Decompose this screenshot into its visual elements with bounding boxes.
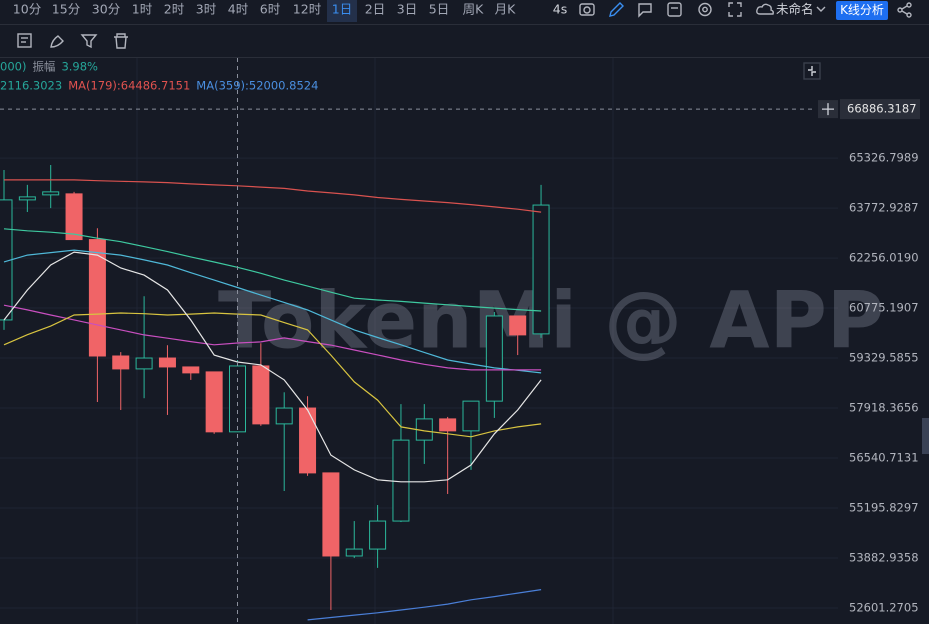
- ma-line: [3, 304, 542, 371]
- camera-button[interactable]: [579, 3, 595, 16]
- y-tick-label: 52601.2705: [849, 600, 919, 614]
- annotate-button[interactable]: [638, 3, 652, 18]
- candle-body: [205, 371, 223, 433]
- candle-body: [88, 239, 106, 357]
- y-tick-label: 65326.7989: [849, 151, 919, 165]
- interval-button[interactable]: 3时: [196, 2, 217, 17]
- candle-body: [158, 357, 176, 368]
- info-text: 3.98%: [61, 60, 98, 74]
- y-tick-label: 57918.3656: [849, 401, 919, 415]
- interval-button[interactable]: 1日: [332, 2, 352, 17]
- right-toolbar-icons: [579, 2, 912, 18]
- info-text: MA(179):64486.7151: [68, 79, 190, 93]
- interval-button[interactable]: 10分: [13, 2, 41, 17]
- side-handle[interactable]: [922, 418, 929, 454]
- crosshair-price: 66886.3187: [847, 102, 917, 116]
- watermark: TokenMi @ APP: [218, 276, 884, 366]
- ma-line: [3, 228, 542, 312]
- analysis-button[interactable]: K线分析: [840, 3, 884, 17]
- y-tick-label: 53882.9358: [849, 550, 919, 564]
- interval-button[interactable]: 周K: [463, 2, 485, 17]
- candle-body: [485, 315, 503, 402]
- filter-tool[interactable]: [80, 34, 98, 49]
- note-tool[interactable]: [17, 33, 32, 48]
- ma-line: [3, 249, 542, 374]
- plot-area: TokenMi @ APP 66886.3187: [0, 58, 920, 624]
- interval-button[interactable]: 30分: [92, 2, 120, 17]
- cloud-icon: [756, 3, 774, 15]
- layout-button[interactable]: [667, 2, 682, 17]
- interval-button[interactable]: 12时: [293, 2, 322, 17]
- info-text: 振幅: [32, 60, 55, 74]
- brush-tool[interactable]: [50, 35, 64, 48]
- interval-button[interactable]: 4时: [228, 2, 249, 17]
- candle-body: [275, 407, 293, 425]
- y-tick-label: 55195.8297: [849, 501, 919, 515]
- candle-body: [182, 366, 200, 374]
- candle-body: [439, 418, 457, 432]
- candle-body: [369, 520, 387, 550]
- fullscreen-button[interactable]: [728, 2, 742, 17]
- candle-body: [135, 357, 153, 370]
- interval-button[interactable]: 1时: [132, 2, 153, 17]
- candle-body: [42, 191, 60, 196]
- candle-body: [65, 193, 83, 241]
- info-text: 2116.3023: [0, 79, 62, 93]
- maximize-pane[interactable]: [803, 62, 821, 80]
- delete-tool[interactable]: [114, 33, 128, 49]
- layout-name[interactable]: 未命名: [776, 2, 814, 17]
- candle-body: [392, 439, 410, 522]
- interval-button[interactable]: 6时: [260, 2, 281, 17]
- y-tick-label: 63772.9287: [849, 201, 919, 215]
- candle-body: [532, 204, 550, 335]
- dropdown-chevron[interactable]: [816, 6, 826, 12]
- ma-line: [4, 179, 542, 213]
- info-text: 000): [0, 60, 26, 74]
- draw-button[interactable]: [609, 2, 624, 17]
- interval-button[interactable]: 月K: [495, 2, 517, 17]
- settings-button[interactable]: [698, 2, 712, 17]
- drawing-tools: [17, 33, 128, 49]
- candle-body: [509, 315, 527, 336]
- candle-body: [462, 400, 480, 432]
- candle-body: [345, 548, 363, 557]
- y-tick-label: 62256.0190: [849, 251, 919, 265]
- y-tick-label: 60775.1907: [849, 301, 919, 315]
- interval-selected-bg: [327, 0, 357, 22]
- candle-body: [252, 365, 270, 425]
- candle-body: [112, 355, 130, 370]
- ma-line: [3, 312, 542, 438]
- analysis-button-bg[interactable]: [836, 1, 888, 20]
- candle-body: [299, 407, 317, 474]
- candle-body: [18, 196, 36, 201]
- ma-line: [3, 251, 542, 483]
- info-text: MA(359):52000.8524: [196, 79, 318, 93]
- interval-button[interactable]: 5日: [429, 2, 449, 17]
- y-tick-label: 56540.7131: [849, 451, 919, 465]
- y-tick-label: 59329.5855: [849, 351, 919, 365]
- interval-button[interactable]: 3日: [397, 2, 417, 17]
- interval-button[interactable]: 2日: [365, 2, 385, 17]
- ma-line: [307, 589, 542, 621]
- refresh-interval[interactable]: 4s: [553, 2, 567, 17]
- interval-button[interactable]: 2时: [164, 2, 185, 17]
- crosshair-label-bg: [840, 99, 920, 120]
- candle-body: [322, 472, 340, 557]
- crosshair-add-icon: [822, 103, 834, 116]
- interval-button[interactable]: 15分: [52, 2, 80, 17]
- share-button[interactable]: [897, 2, 912, 18]
